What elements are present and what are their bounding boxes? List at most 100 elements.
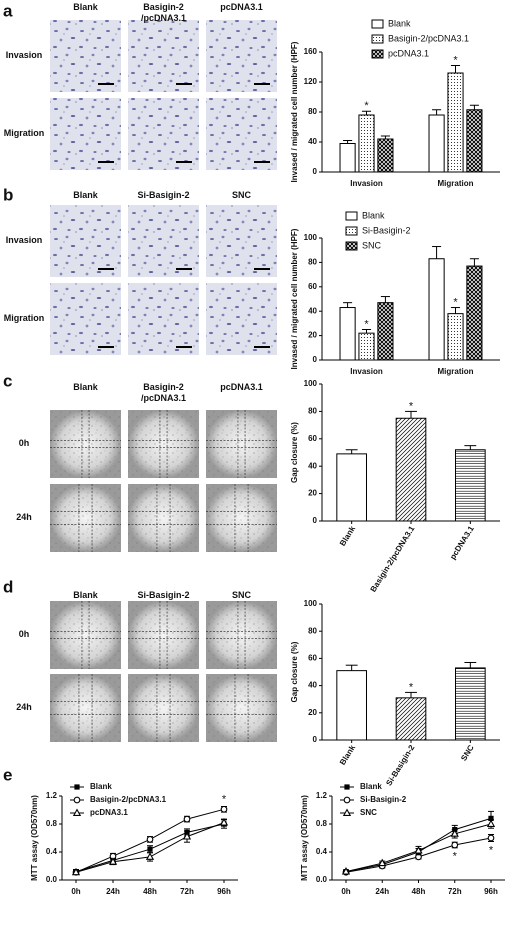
micrograph-texture xyxy=(206,410,277,478)
marker xyxy=(343,796,351,804)
legend-label: SNC xyxy=(362,240,382,250)
panel-label: c xyxy=(3,371,12,390)
micrograph-texture xyxy=(50,674,121,742)
row-label: Migration xyxy=(3,128,45,138)
y-tick-label: 80 xyxy=(308,258,317,267)
bar xyxy=(358,114,375,173)
column-header: Blank xyxy=(73,382,98,392)
legend-label: Basigin-2/pcDNA3.1 xyxy=(388,33,469,43)
marker xyxy=(378,858,387,867)
panel-label: e xyxy=(3,765,12,784)
bar xyxy=(428,114,445,173)
column-header: Basigin-2 /pcDNA3.1 xyxy=(140,382,186,403)
bar xyxy=(377,138,394,173)
marker xyxy=(108,857,118,865)
y-tick-label: 40 xyxy=(308,306,317,315)
marker xyxy=(183,815,191,823)
legend-label: Si-Basigin-2 xyxy=(362,225,411,235)
bar xyxy=(377,302,394,361)
bar xyxy=(447,313,464,361)
row-label: 0h xyxy=(18,629,30,639)
x-tick-label: Blank xyxy=(338,524,357,548)
marker xyxy=(486,819,496,827)
marker xyxy=(414,846,423,854)
bar xyxy=(336,453,368,522)
micrograph xyxy=(50,98,121,170)
significance-mark: * xyxy=(409,400,414,412)
marker xyxy=(147,846,153,852)
x-tick-label: Blank xyxy=(338,743,357,767)
panel-label: b xyxy=(3,185,13,204)
bar xyxy=(339,307,356,361)
x-tick-label: 0h xyxy=(71,887,80,896)
y-tick-label: 40 xyxy=(308,681,317,690)
x-tick-label: 72h xyxy=(448,887,462,896)
marker xyxy=(73,796,81,804)
marker xyxy=(220,805,228,813)
legend-label: Blank xyxy=(360,782,382,791)
micrograph xyxy=(206,283,277,355)
x-tick-label: 96h xyxy=(484,887,498,896)
y-tick-label: 120 xyxy=(304,77,318,86)
marker xyxy=(182,832,192,840)
micrograph-texture xyxy=(128,410,199,478)
column-header: SNC xyxy=(231,190,251,200)
bar xyxy=(358,332,375,361)
significance-mark: * xyxy=(222,793,227,805)
x-tick-label: Migration xyxy=(438,179,474,188)
column-header: pcDNA3.1 xyxy=(220,2,263,12)
x-tick-label: Invasion xyxy=(350,367,383,376)
x-tick-label: SNC xyxy=(459,743,476,762)
micrograph xyxy=(206,205,277,277)
legend-label: pcDNA3.1 xyxy=(90,808,128,817)
y-tick-label: 80 xyxy=(308,626,317,635)
micrograph xyxy=(128,20,199,92)
marker xyxy=(146,836,154,843)
y-tick-label: 0.4 xyxy=(46,847,58,856)
column-header: Blank xyxy=(73,590,98,600)
significance-mark: * xyxy=(453,54,458,66)
micrograph-texture xyxy=(50,601,121,669)
y-tick-label: 60 xyxy=(308,282,317,291)
micrograph xyxy=(50,20,121,92)
y-tick-label: 1.2 xyxy=(46,791,58,800)
bar xyxy=(428,258,445,361)
column-header: Basigin-2 /pcDNA3.1 xyxy=(140,2,186,23)
marker xyxy=(487,834,495,842)
column-header: Si-Basigin-2 xyxy=(137,590,190,600)
y-axis-title: Gap closure (%) xyxy=(290,641,299,702)
y-axis-title: Gap closure (%) xyxy=(290,422,299,483)
marker xyxy=(344,784,350,790)
y-tick-label: 40 xyxy=(308,137,317,146)
micrograph-texture xyxy=(128,601,199,669)
micrograph xyxy=(128,283,199,355)
micrograph-texture xyxy=(50,484,121,552)
micrograph-texture xyxy=(128,674,199,742)
y-tick-label: 0.8 xyxy=(46,819,58,828)
column-header: pcDNA3.1 xyxy=(220,382,263,392)
x-tick-label: 48h xyxy=(143,887,157,896)
bar xyxy=(466,265,483,361)
y-tick-label: 20 xyxy=(308,331,317,340)
marker xyxy=(341,867,351,875)
bar xyxy=(336,670,368,741)
column-header: Blank xyxy=(73,2,98,12)
y-tick-label: 80 xyxy=(308,407,317,416)
panel-label: a xyxy=(3,1,13,20)
x-tick-label: 96h xyxy=(217,887,231,896)
x-tick-label: 24h xyxy=(106,887,120,896)
micrograph-texture xyxy=(206,484,277,552)
bar xyxy=(466,109,483,173)
bar xyxy=(447,72,464,173)
legend-swatch xyxy=(371,34,384,44)
y-tick-label: 60 xyxy=(308,434,317,443)
micrograph xyxy=(128,205,199,277)
y-axis-title: MTT assay (OD570nm) xyxy=(30,795,39,881)
y-tick-label: 0.0 xyxy=(316,875,328,884)
column-header: Blank xyxy=(73,190,98,200)
bar xyxy=(395,417,427,522)
legend-swatch xyxy=(371,19,384,29)
micrograph xyxy=(206,20,277,92)
